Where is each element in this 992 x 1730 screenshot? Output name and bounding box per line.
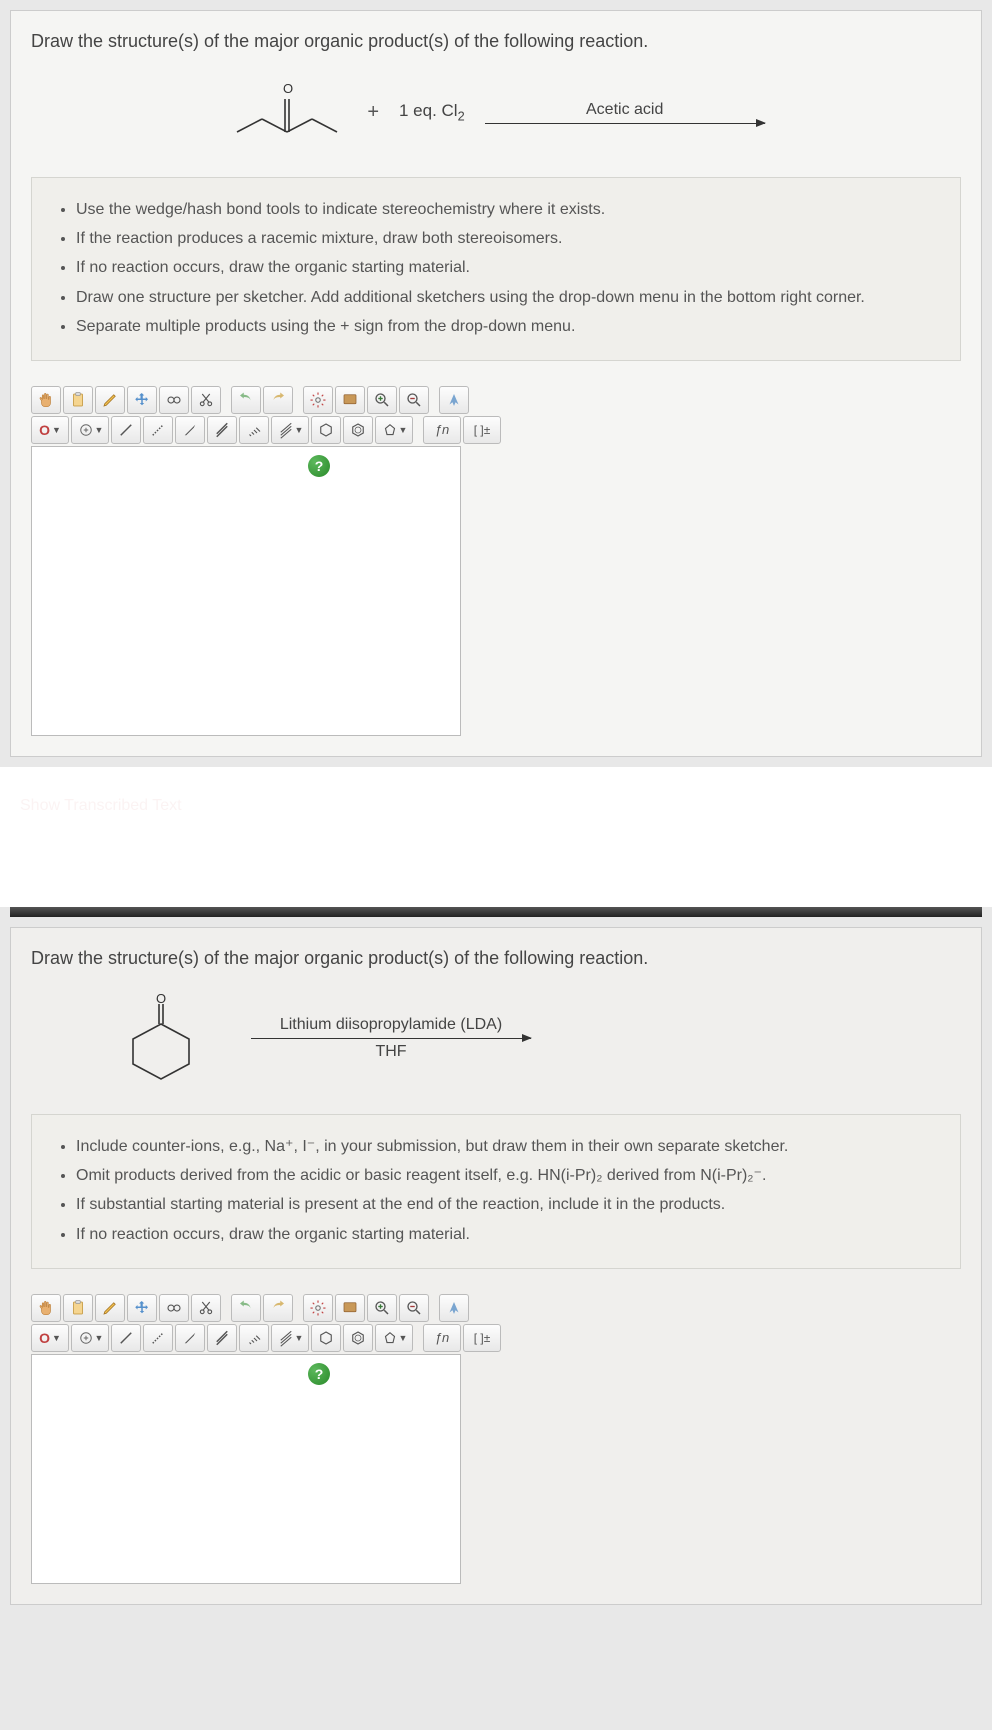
move-icon[interactable] xyxy=(127,1294,157,1322)
help-icon[interactable]: ? xyxy=(308,1363,330,1385)
instruction-item: Separate multiple products using the + s… xyxy=(76,313,938,340)
sketcher-toolbar-2: O▼ ▼ ▼ ▼ ƒn [ ]± ? xyxy=(31,1294,961,1584)
clipboard-icon[interactable] xyxy=(63,1294,93,1322)
show-transcribed-link[interactable]: Show Transcribed Text xyxy=(20,797,182,815)
content-gap: Show Transcribed Text xyxy=(0,767,992,907)
reaction-arrow-1: Acetic acid xyxy=(485,101,765,124)
bracket-button[interactable]: [ ]± xyxy=(463,1324,501,1352)
wedge-bond-icon[interactable] xyxy=(175,1324,205,1352)
arrow-top-label-2: Lithium diisopropylamide (LDA) xyxy=(280,1016,502,1034)
arrow-bottom-label-2: THF xyxy=(375,1043,406,1061)
instruction-item: If substantial starting material is pres… xyxy=(76,1191,938,1218)
undo-icon[interactable] xyxy=(231,386,261,414)
instruction-item: Include counter-ions, e.g., Na⁺, I⁻, in … xyxy=(76,1133,938,1160)
view-icon[interactable] xyxy=(335,1294,365,1322)
pencil-icon[interactable] xyxy=(95,1294,125,1322)
double-bond-icon[interactable] xyxy=(207,416,237,444)
divider xyxy=(10,907,982,917)
benzene-icon[interactable] xyxy=(343,1324,373,1352)
reaction-arrow-2: Lithium diisopropylamide (LDA) THF xyxy=(251,1016,531,1061)
single-bond-icon[interactable] xyxy=(111,416,141,444)
reagent-main: 1 eq. Cl xyxy=(399,101,458,120)
toolbar-row-1 xyxy=(31,386,961,414)
instruction-item: Use the wedge/hash bond tools to indicat… xyxy=(76,196,938,223)
arrow-line xyxy=(485,123,765,124)
move-icon[interactable] xyxy=(127,386,157,414)
ring-menu-button[interactable]: ▼ xyxy=(375,1324,413,1352)
cyclohexane-icon[interactable] xyxy=(311,1324,341,1352)
reagent-text: 1 eq. Cl2 xyxy=(399,101,465,123)
cyclohexane-icon[interactable] xyxy=(311,416,341,444)
instruction-item: If no reaction occurs, draw the organic … xyxy=(76,1221,938,1248)
dashed-bond-icon[interactable] xyxy=(143,1324,173,1352)
instruction-item: If the reaction produces a racemic mixtu… xyxy=(76,225,938,252)
question-2-prompt: Draw the structure(s) of the major organ… xyxy=(31,948,961,969)
wedge-bond-icon[interactable] xyxy=(175,416,205,444)
clean-icon[interactable] xyxy=(439,1294,469,1322)
glasses-icon[interactable] xyxy=(159,386,189,414)
cut-icon[interactable] xyxy=(191,1294,221,1322)
benzene-icon[interactable] xyxy=(343,416,373,444)
clipboard-icon[interactable] xyxy=(63,386,93,414)
hand-tool-icon[interactable] xyxy=(31,1294,61,1322)
instructions-box-2: Include counter-ions, e.g., Na⁺, I⁻, in … xyxy=(31,1114,961,1269)
arrow-line-2 xyxy=(251,1038,531,1039)
cut-icon[interactable] xyxy=(191,386,221,414)
redo-icon[interactable] xyxy=(263,1294,293,1322)
charge-button[interactable]: ▼ xyxy=(71,1324,109,1352)
starting-material-2: O xyxy=(111,994,211,1084)
question-1-panel: Draw the structure(s) of the major organ… xyxy=(10,10,982,757)
zoom-in-icon[interactable] xyxy=(367,1294,397,1322)
redo-icon[interactable] xyxy=(263,386,293,414)
glasses-icon[interactable] xyxy=(159,1294,189,1322)
toolbar-row-1b xyxy=(31,1294,961,1322)
view-icon[interactable] xyxy=(335,386,365,414)
element-o-button[interactable]: O▼ xyxy=(31,416,69,444)
reaction-scheme-2: O Lithium diisopropylamide (LDA) THF xyxy=(31,994,961,1084)
pencil-icon[interactable] xyxy=(95,386,125,414)
reaction-scheme-1: O + 1 eq. Cl2 Acetic acid xyxy=(31,77,961,147)
toolbar-row-2b: O▼ ▼ ▼ ▼ ƒn [ ]± xyxy=(31,1324,961,1352)
question-1-prompt: Draw the structure(s) of the major organ… xyxy=(31,31,961,52)
toolbar-row-2: O▼ ▼ ▼ ▼ ƒn [ ]± xyxy=(31,416,961,444)
zoom-in-icon[interactable] xyxy=(367,386,397,414)
single-bond-icon[interactable] xyxy=(111,1324,141,1352)
starting-material-1: O xyxy=(227,77,347,147)
fn-button[interactable]: ƒn xyxy=(423,1324,461,1352)
sketcher-toolbar-1: O▼ ▼ ▼ ▼ ƒn [ ]± ? xyxy=(31,386,961,736)
arrow-top-label: Acetic acid xyxy=(586,101,663,119)
double-bond-icon[interactable] xyxy=(207,1324,237,1352)
sketcher-canvas-1[interactable]: ? xyxy=(31,446,461,736)
undo-icon[interactable] xyxy=(231,1294,261,1322)
hand-tool-icon[interactable] xyxy=(31,386,61,414)
instruction-item: If no reaction occurs, draw the organic … xyxy=(76,254,938,281)
reagent-sub: 2 xyxy=(458,108,465,123)
svg-text:O: O xyxy=(283,81,293,96)
help-icon[interactable]: ? xyxy=(308,455,330,477)
zoom-out-icon[interactable] xyxy=(399,1294,429,1322)
settings-icon[interactable] xyxy=(303,386,333,414)
settings-icon[interactable] xyxy=(303,1294,333,1322)
zoom-out-icon[interactable] xyxy=(399,386,429,414)
instructions-box-1: Use the wedge/hash bond tools to indicat… xyxy=(31,177,961,361)
fn-button[interactable]: ƒn xyxy=(423,416,461,444)
hash-bond-icon[interactable] xyxy=(239,1324,269,1352)
plus-sign: + xyxy=(367,101,379,124)
svg-text:O: O xyxy=(156,994,166,1006)
bracket-button[interactable]: [ ]± xyxy=(463,416,501,444)
sketcher-canvas-2[interactable]: ? xyxy=(31,1354,461,1584)
more-bonds-button[interactable]: ▼ xyxy=(271,1324,309,1352)
more-bonds-button[interactable]: ▼ xyxy=(271,416,309,444)
hash-bond-icon[interactable] xyxy=(239,416,269,444)
clean-icon[interactable] xyxy=(439,386,469,414)
instruction-item: Omit products derived from the acidic or… xyxy=(76,1162,938,1189)
element-o-button[interactable]: O▼ xyxy=(31,1324,69,1352)
charge-button[interactable]: ▼ xyxy=(71,416,109,444)
ring-menu-button[interactable]: ▼ xyxy=(375,416,413,444)
dashed-bond-icon[interactable] xyxy=(143,416,173,444)
question-2-panel: Draw the structure(s) of the major organ… xyxy=(10,927,982,1605)
instruction-item: Draw one structure per sketcher. Add add… xyxy=(76,284,938,311)
